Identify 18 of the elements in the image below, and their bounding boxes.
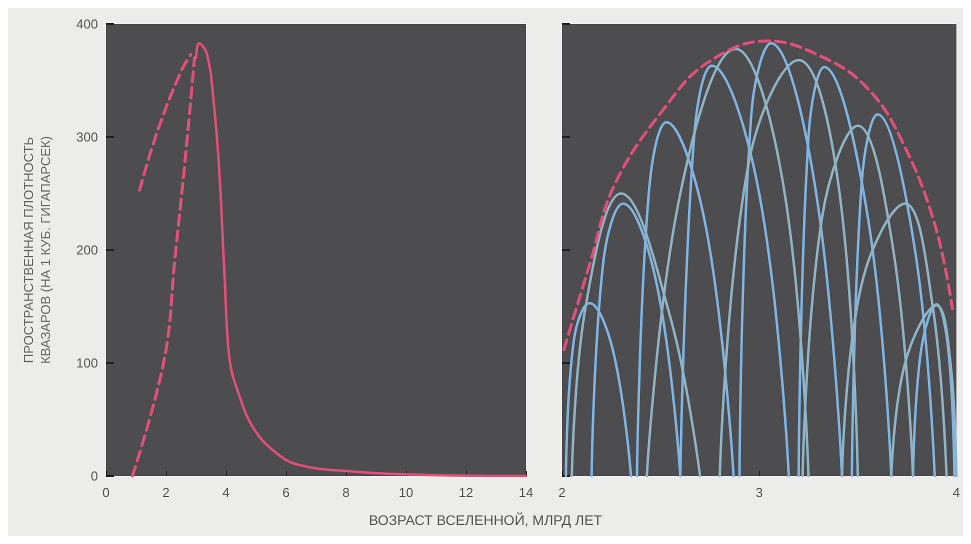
x-tick-label: 2 (162, 485, 170, 500)
x-tick-label: 4 (222, 485, 230, 500)
x-tick-label: 0 (102, 485, 110, 500)
y-axis-title: ПРОСТРАНСТВЕННАЯ ПЛОТНОСТЬ КВАЗАРОВ (НА 1 КУБ. ГИГАПАРСЕК) (21, 136, 53, 364)
x-tick-label: 2 (558, 485, 566, 500)
y-tick-label: 400 (76, 16, 98, 32)
y-tick-label: 0 (90, 468, 98, 484)
y-tick-label: 100 (76, 356, 98, 370)
x-tick-label: 14 (518, 485, 534, 500)
x-tick-label: 6 (282, 485, 290, 500)
x-tick-label: 12 (458, 485, 474, 500)
y-tick-label: 300 (76, 130, 98, 144)
x-tick-label: 3 (756, 485, 763, 500)
x-axis-title: ВОЗРАСТ ВСЕЛЕННОЙ, МЛРД ЛЕТ (368, 512, 604, 528)
x-tick-label: 8 (342, 485, 350, 500)
x-tick-label: 4 (952, 485, 960, 500)
x-tick-label: 10 (398, 485, 414, 500)
y-tick-label: 200 (76, 242, 98, 258)
